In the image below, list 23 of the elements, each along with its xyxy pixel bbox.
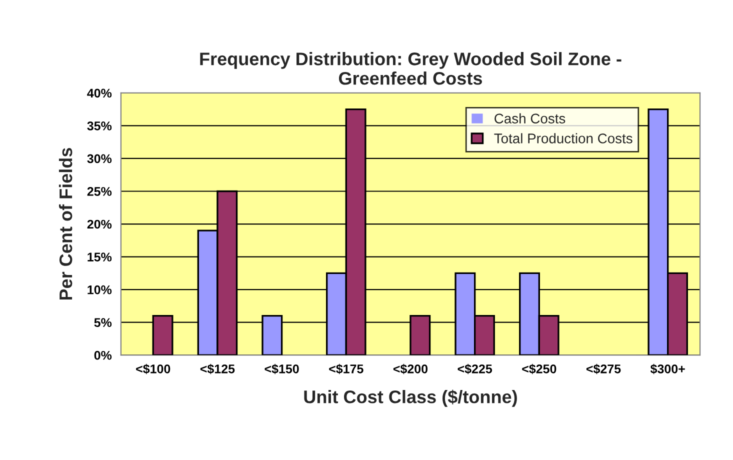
- x-tick-label: <$275: [586, 364, 621, 374]
- x-tick-label: <$200: [393, 364, 428, 374]
- x-tick-label: <$250: [522, 364, 556, 374]
- x-tick-label: <$225: [458, 364, 492, 374]
- x-axis-title: Unit Cost Class ($/tonne): [304, 390, 517, 407]
- y-tick-label: 0%: [94, 350, 112, 360]
- x-tick-label: <$100: [136, 364, 170, 374]
- y-tick-label: 10%: [88, 285, 112, 294]
- y-tick-label: 35%: [87, 121, 112, 130]
- legend-label: Total Production Costs: [494, 133, 632, 144]
- y-tick-label: 15%: [88, 252, 112, 262]
- x-tick-label: $300+: [650, 364, 685, 374]
- y-tick-label: 30%: [87, 154, 112, 164]
- y-tick-label: 40%: [87, 88, 112, 98]
- y-tick-label: 25%: [87, 187, 112, 196]
- x-tick-label: <$175: [329, 364, 364, 374]
- y-axis-title: Per Cent of Fields: [58, 148, 72, 300]
- legend-label: Cash Costs: [494, 113, 566, 124]
- chart-title: Frequency Distribution: Grey Wooded Soil Zone - Greenfeed Costs: [200, 52, 622, 85]
- x-tick-label: <$150: [264, 364, 299, 374]
- x-tick-label: <$125: [200, 364, 235, 374]
- y-tick-label: 5%: [94, 318, 112, 327]
- y-tick-label: 20%: [87, 220, 112, 229]
